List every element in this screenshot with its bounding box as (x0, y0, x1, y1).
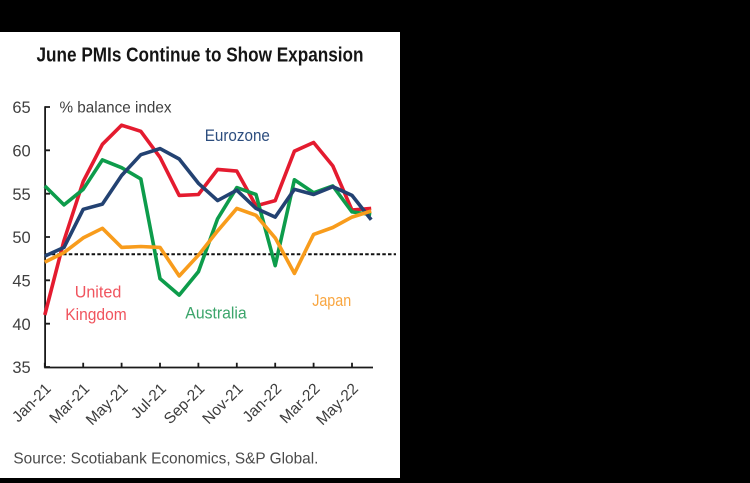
svg-text:May-22: May-22 (313, 380, 362, 429)
svg-text:Sep-21: Sep-21 (161, 380, 208, 427)
svg-text:% balance index: % balance index (60, 100, 172, 117)
svg-text:Australia: Australia (185, 305, 247, 323)
svg-text:Japan: Japan (312, 292, 351, 310)
svg-text:Jan-21: Jan-21 (9, 380, 55, 426)
svg-text:35: 35 (12, 359, 30, 377)
svg-text:June PMIs Continue to Show Exp: June PMIs Continue to Show Expansion (37, 45, 364, 67)
svg-text:40: 40 (12, 316, 30, 334)
svg-text:Eurozone: Eurozone (205, 127, 270, 145)
svg-text:Kingdom: Kingdom (65, 306, 126, 324)
svg-text:Nov-21: Nov-21 (199, 380, 246, 427)
svg-text:Jan-22: Jan-22 (240, 380, 286, 426)
svg-text:May-21: May-21 (83, 380, 132, 429)
svg-text:65: 65 (12, 99, 30, 117)
svg-text:55: 55 (12, 186, 30, 204)
svg-text:50: 50 (12, 229, 30, 247)
svg-text:Source: Scotiabank Economics,: Source: Scotiabank Economics, S&P Global… (13, 450, 318, 467)
svg-text:United: United (75, 283, 122, 301)
svg-text:45: 45 (12, 273, 30, 291)
svg-text:60: 60 (12, 143, 30, 161)
